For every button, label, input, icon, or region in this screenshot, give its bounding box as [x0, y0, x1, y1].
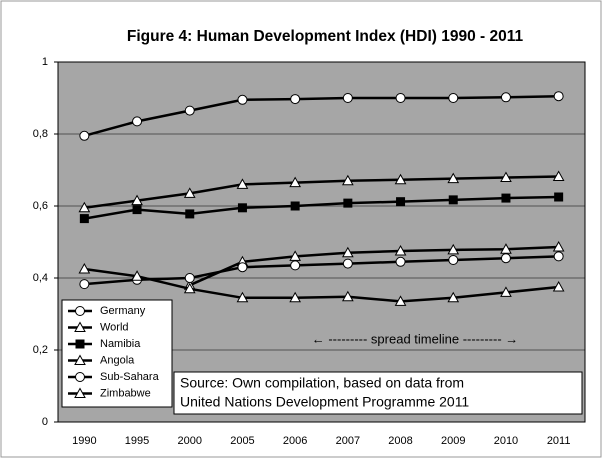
marker	[394, 173, 407, 185]
marker	[75, 339, 85, 349]
marker	[78, 262, 91, 274]
x-tick-label: 2008	[388, 435, 412, 447]
marker	[343, 198, 353, 208]
marker	[131, 194, 143, 206]
x-tick-label: 1990	[72, 435, 96, 447]
marker	[290, 94, 301, 105]
marker	[289, 176, 301, 188]
marker	[237, 262, 248, 273]
y-tick-label: 1	[42, 56, 48, 68]
marker	[75, 372, 85, 382]
marker	[448, 255, 459, 265]
legend-label: Zimbabwe	[100, 387, 151, 399]
marker	[394, 295, 407, 306]
marker	[183, 187, 196, 198]
series-line	[84, 255, 559, 286]
marker	[501, 193, 511, 203]
x-tick-label: 2006	[283, 435, 307, 447]
marker	[74, 387, 86, 398]
marker	[342, 246, 354, 258]
x-tick-label: 2005	[230, 435, 254, 447]
marker	[553, 91, 564, 102]
marker	[342, 93, 353, 103]
marker	[75, 306, 85, 316]
marker	[448, 195, 458, 205]
legend-label: Angola	[100, 354, 135, 366]
marker	[395, 93, 406, 103]
marker	[395, 256, 406, 267]
marker	[185, 209, 195, 219]
marker	[342, 258, 353, 269]
marker	[447, 291, 460, 303]
marker	[394, 244, 407, 256]
marker	[237, 94, 248, 105]
marker	[78, 201, 91, 213]
series-line	[84, 94, 559, 138]
chart-title: Figure 4: Human Development Index (HDI) …	[127, 28, 524, 45]
marker	[183, 282, 196, 294]
series-line	[84, 267, 559, 303]
marker	[132, 116, 143, 127]
marker	[184, 273, 195, 283]
marker	[342, 290, 354, 302]
marker	[553, 251, 564, 262]
legend-label: Sub-Sahara	[100, 371, 160, 383]
y-tick-label: 0,4	[33, 272, 48, 284]
marker	[236, 291, 249, 303]
marker	[289, 291, 301, 303]
marker	[552, 170, 565, 181]
marker	[500, 92, 511, 103]
marker	[447, 243, 460, 255]
marker	[552, 280, 565, 292]
x-tick-label: 2011	[547, 435, 571, 447]
marker	[447, 172, 460, 184]
marker	[74, 354, 86, 365]
source-text: Source: Own compilation, based on data f…	[180, 375, 464, 391]
series-line	[189, 245, 559, 287]
source-text: United Nations Development Programme 201…	[180, 394, 469, 410]
marker	[184, 105, 195, 116]
marker	[500, 243, 512, 254]
marker	[396, 197, 406, 207]
marker	[132, 205, 142, 215]
marker	[500, 171, 512, 183]
marker	[342, 174, 354, 186]
marker	[79, 130, 90, 141]
marker	[448, 93, 459, 103]
marker	[290, 201, 300, 211]
y-tick-label: 0,2	[33, 344, 48, 356]
legend-label: Namibia	[100, 338, 141, 350]
marker	[236, 178, 249, 189]
source-box	[173, 371, 583, 415]
x-tick-label: 1995	[125, 435, 149, 447]
marker	[74, 321, 86, 332]
legend-label: Germany	[100, 305, 146, 317]
marker	[237, 203, 247, 213]
marker	[500, 286, 512, 297]
annotation: ← --------- spread timeline --------- →	[312, 331, 519, 346]
x-tick-label: 2010	[494, 435, 518, 447]
x-tick-label: 2000	[178, 435, 202, 447]
y-tick-label: 0,6	[33, 200, 48, 212]
x-tick-label: 2009	[441, 435, 465, 447]
marker	[131, 270, 143, 281]
marker	[290, 260, 301, 271]
marker	[500, 253, 511, 264]
series-line	[84, 175, 559, 210]
marker	[79, 279, 90, 290]
series-line	[84, 195, 559, 220]
y-tick-label: 0	[42, 416, 48, 428]
marker	[552, 241, 565, 252]
marker	[554, 192, 564, 202]
x-tick-label: 2007	[336, 435, 360, 447]
legend-label: World	[100, 321, 129, 333]
y-tick-label: 0,8	[33, 128, 48, 140]
marker	[79, 214, 89, 224]
